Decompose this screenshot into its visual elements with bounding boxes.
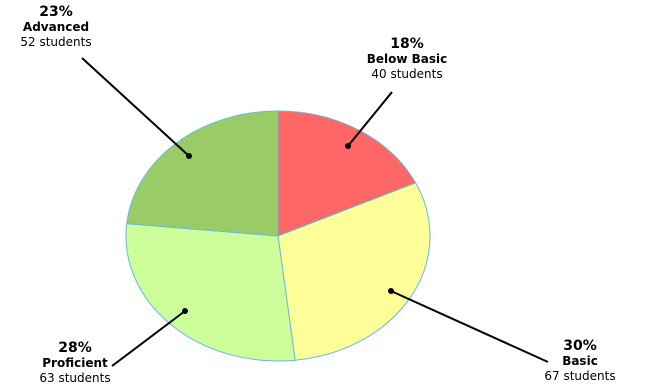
pie-slice-advanced [126,110,279,237]
leader-line-basic [390,290,549,363]
slice-name-label-proficient: Proficient [42,356,108,370]
slice-percent-label-advanced: 23% [39,4,73,20]
slice-name-label-basic: Basic [562,354,598,368]
slice-name-label-advanced: Advanced [23,20,89,34]
leader-dot-proficient [182,308,188,314]
leader-lines [81,57,549,367]
slice-name-label-below-basic: Below Basic [367,52,448,66]
leader-line-advanced [81,57,190,157]
slice-count-label-basic: 67 students [544,369,615,383]
slice-percent-label-below-basic: 18% [390,36,424,52]
leader-line-below-basic [347,91,393,147]
slice-count-label-advanced: 52 students [20,35,91,49]
leader-dot-advanced [186,153,192,159]
pie-slice-proficient [125,223,296,362]
pie-slices [125,110,431,362]
leader-dot-basic [388,288,394,294]
slice-count-label-proficient: 63 students [39,371,110,385]
pie-slice-basic [277,182,431,361]
slice-percent-label-proficient: 28% [58,340,92,356]
leader-line-proficient [111,310,186,367]
slice-count-label-below-basic: 40 students [371,67,442,81]
slice-percent-label-basic: 30% [563,338,597,354]
leader-dot-below-basic [345,143,351,149]
